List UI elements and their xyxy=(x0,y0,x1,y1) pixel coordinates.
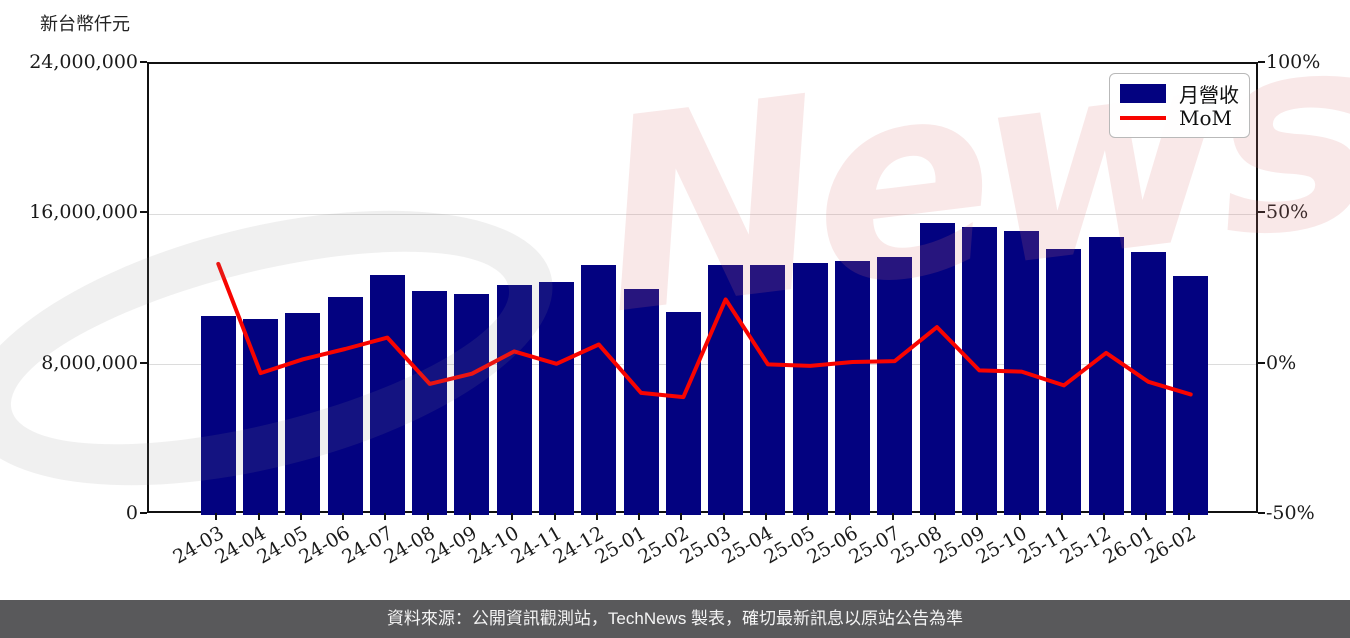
xtick-mark xyxy=(722,513,725,520)
xtick-mark xyxy=(257,513,260,520)
gridline xyxy=(149,213,1256,216)
legend-label-revenue: 月營收 xyxy=(1179,82,1239,107)
xtick-mark xyxy=(680,513,683,520)
xtick-mark xyxy=(595,513,598,520)
ytick-label-right: 50% xyxy=(1266,201,1309,224)
xtick-label: 26-02 xyxy=(1141,522,1200,569)
ytick-label-left: 8,000,000 xyxy=(41,351,138,374)
bar-25-02 xyxy=(665,312,701,515)
revenue-swatch-icon xyxy=(1120,83,1166,103)
ytick-mark-left xyxy=(140,211,147,214)
bar-25-01 xyxy=(623,288,659,515)
ytick-label-left: 24,000,000 xyxy=(29,51,138,73)
xtick-mark xyxy=(891,513,894,520)
xtick-mark xyxy=(807,513,810,520)
bar-25-03 xyxy=(708,265,744,515)
source-footer: 資料來源：公開資訊觀測站，TechNews 製表，確切最新訊息以原站公告為準 xyxy=(0,600,1350,638)
xtick-mark xyxy=(426,513,429,520)
bar-24-05 xyxy=(285,312,321,515)
bar-24-06 xyxy=(327,297,363,515)
ytick-mark-right xyxy=(1258,512,1265,514)
xtick-mark xyxy=(976,513,979,520)
bar-24-10 xyxy=(496,284,532,515)
ytick-mark-left xyxy=(140,512,147,514)
xtick-mark xyxy=(215,513,218,520)
ytick-mark-right xyxy=(1258,361,1265,364)
bar-24-12 xyxy=(581,265,617,515)
legend-item-revenue: 月營收 xyxy=(1120,82,1239,107)
xtick-mark xyxy=(1018,513,1021,520)
xtick-mark xyxy=(1060,513,1063,520)
mom-line-swatch-icon xyxy=(1120,116,1166,120)
legend-label-mom: MoM xyxy=(1179,106,1232,130)
xtick-mark xyxy=(299,513,302,520)
bar-25-07 xyxy=(877,256,913,515)
bar-25-05 xyxy=(792,263,828,515)
xtick-mark xyxy=(638,513,641,520)
xtick-mark xyxy=(849,513,852,520)
xtick-mark xyxy=(468,513,471,520)
bar-25-06 xyxy=(834,261,870,515)
ytick-mark-right xyxy=(1258,211,1265,214)
mom-line-chart xyxy=(216,261,1193,400)
bar-25-08 xyxy=(919,222,955,515)
ytick-label-right: 100% xyxy=(1266,51,1321,73)
xtick-mark xyxy=(511,513,514,520)
gridline xyxy=(149,363,1256,366)
bar-24-11 xyxy=(539,281,575,515)
xtick-mark xyxy=(342,513,345,520)
bar-24-09 xyxy=(454,294,490,515)
left-axis-title: 新台幣仟元 xyxy=(40,14,130,35)
ytick-label-left: 0 xyxy=(125,502,138,524)
bar-25-12 xyxy=(1088,236,1124,515)
xtick-mark xyxy=(384,513,387,520)
xtick-mark xyxy=(1145,513,1148,520)
plot-area xyxy=(147,62,1258,515)
bar-24-04 xyxy=(243,318,279,515)
xtick-mark xyxy=(1187,513,1190,520)
bar-24-07 xyxy=(369,275,405,515)
ytick-label-left: 16,000,000 xyxy=(29,201,138,224)
bar-24-03 xyxy=(200,315,236,515)
ytick-mark-left xyxy=(140,61,147,63)
bar-25-04 xyxy=(750,264,786,515)
legend: 月營收 MoM xyxy=(1109,73,1250,138)
ytick-mark-right xyxy=(1258,61,1265,63)
ytick-label-right: 0% xyxy=(1266,351,1297,374)
bar-24-08 xyxy=(412,291,448,515)
ytick-mark-left xyxy=(140,361,147,364)
mom-line xyxy=(216,261,1193,400)
xtick-mark xyxy=(764,513,767,520)
legend-item-mom: MoM xyxy=(1120,106,1239,130)
xtick-mark xyxy=(1103,513,1106,520)
xtick-mark xyxy=(934,513,937,520)
xtick-mark xyxy=(553,513,556,520)
ytick-label-right: -50% xyxy=(1266,502,1315,524)
